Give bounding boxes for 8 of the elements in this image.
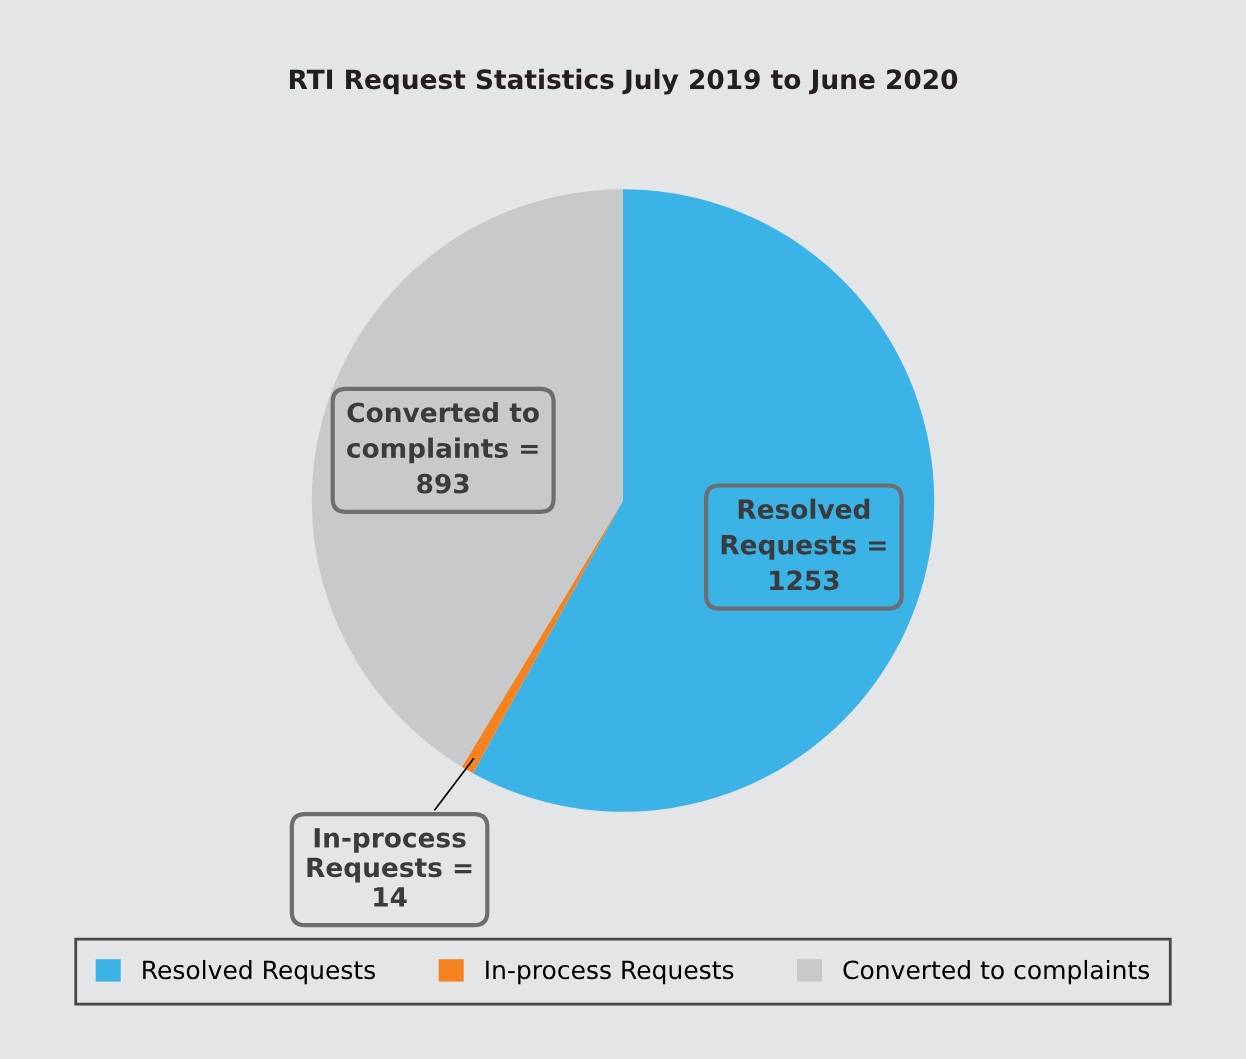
data-label: Converted to complaints = 893 [347, 402, 539, 494]
chart-title: RTI Request Statistics July 2019 to June 2020 [289, 68, 958, 95]
pie-slice [311, 189, 623, 767]
data-label: Resolved Requests = 1253 [721, 498, 886, 591]
data-label: In-process Requests = 14 [307, 828, 472, 907]
legend-label: Resolved Requests [143, 959, 375, 985]
legend-label: In-process Requests [486, 960, 734, 985]
legend-label: Converted to complaints [843, 959, 1150, 985]
